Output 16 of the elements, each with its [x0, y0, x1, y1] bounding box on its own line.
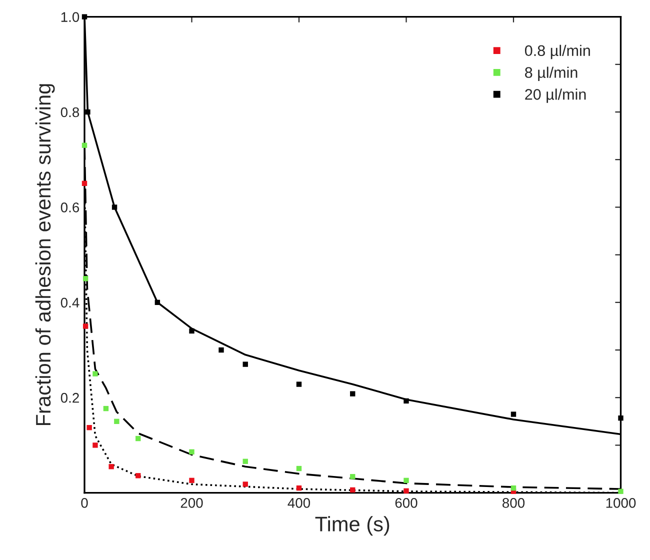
x-axis-title: Time (s): [315, 516, 390, 536]
y-tick-label: 0.6: [60, 202, 80, 212]
legend-label: 20 µl/min: [525, 88, 586, 103]
legend-label: 0.8 µl/min: [524, 44, 590, 60]
y-tick-label: 1.0: [61, 12, 80, 22]
x-tick-label: 400: [288, 498, 310, 508]
y-tick-label: 0.2: [60, 392, 79, 403]
y-axis-title: Fraction of adhesion events surviving: [35, 84, 55, 426]
legend-label: 8 µl/min: [525, 66, 578, 81]
y-tick-label: 0.4: [60, 298, 80, 308]
x-tick-label: 200: [180, 498, 203, 508]
x-tick-label: 1000: [606, 498, 636, 508]
x-tick-label: 600: [395, 498, 418, 508]
y-tick-label: 0.8: [60, 107, 80, 118]
x-tick-label: 0: [81, 498, 88, 508]
x-tick-label: 800: [502, 498, 525, 508]
